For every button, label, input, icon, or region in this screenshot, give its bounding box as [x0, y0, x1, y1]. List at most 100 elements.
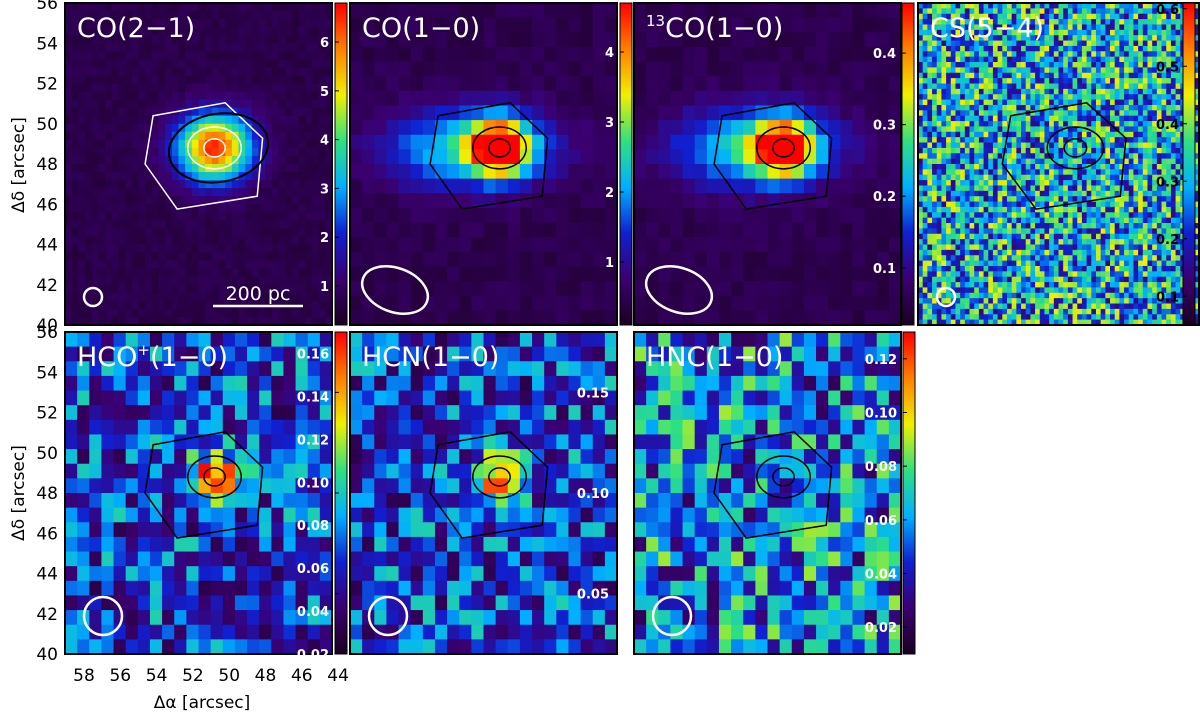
- panel-title: CS(5−4): [930, 13, 1044, 44]
- colorbar-label: 0.04: [865, 568, 897, 583]
- panel-1-map: [65, 3, 332, 325]
- scalebar-label: 200 pc: [226, 283, 291, 305]
- ytick-label: 56: [36, 323, 58, 343]
- xtick-label: 54: [146, 666, 168, 686]
- colorbar-label: 0.16: [297, 347, 329, 362]
- colorbar-label: 0.4: [873, 47, 896, 62]
- xtick-label: 48: [255, 666, 277, 686]
- panel-7-map: [634, 332, 901, 654]
- colorbar-label: 0.02: [865, 621, 897, 636]
- panel-frame: [349, 331, 618, 655]
- panel-4-map: [918, 3, 1199, 325]
- colorbar-label: 5: [320, 85, 329, 100]
- colorbar-label: 0.02: [297, 648, 329, 663]
- contour-mid: [187, 455, 242, 499]
- colorbar-label: 0.2: [1156, 233, 1179, 248]
- xtick-label: 58: [73, 666, 95, 686]
- panel-layer: CO(2−1) 6 5 4 3 2 1 CO(1−0) 4 3 2 1 13CO(1−0) 0.4 0.3 0…: [64, 2, 1200, 663]
- ytick-label: 46: [36, 195, 58, 215]
- colorbar-label: 0.12: [865, 353, 897, 368]
- colorbar: [619, 2, 633, 326]
- colorbar-label: 1: [605, 256, 614, 271]
- ytick-label: 42: [36, 276, 58, 296]
- colorbar-label: 1: [320, 280, 329, 295]
- colorbar-label: 0.5: [1156, 60, 1179, 75]
- colorbar-label: 0.4: [1156, 118, 1179, 133]
- panel-frame: [64, 2, 333, 326]
- xtick-label: 44: [327, 666, 349, 686]
- colorbar-label: 0.04: [297, 605, 329, 620]
- panel-frame: [349, 2, 618, 326]
- ytick-label: 54: [36, 34, 58, 54]
- contour-outer: [429, 102, 549, 210]
- beam-ellipse: [82, 595, 124, 637]
- panel-5: HCO+(1−0) 0.16 0.14 0.12 0.10 0.08 0.06 0.04 0.0…: [64, 331, 348, 663]
- ytick-label: 40: [36, 316, 58, 336]
- contour-mid: [1046, 126, 1105, 170]
- colorbar-label: 3: [320, 182, 329, 197]
- contour-mid: [472, 126, 527, 170]
- contour-inner: [1063, 138, 1088, 158]
- ytick-label: 56: [36, 0, 58, 14]
- ylabel-bottom: Δδ [arcsec]: [9, 445, 29, 541]
- panel-frame: [64, 331, 333, 655]
- panel-6-map: [350, 332, 617, 654]
- beam-ellipse: [82, 286, 104, 308]
- panel-title: HCO+(1−0): [77, 341, 228, 373]
- colorbar-label: 0.6: [1156, 3, 1179, 18]
- colorbar-label: 4: [320, 134, 329, 149]
- colorbar-label: 0.12: [297, 433, 329, 448]
- colorbar-label: 0.08: [297, 519, 329, 534]
- xlabel: Δα [arcsec]: [154, 693, 251, 713]
- colorbar: [902, 331, 916, 655]
- ytick-label: 50: [36, 444, 58, 464]
- panel-4: CS(5−4) 0.6 0.5 0.4 0.3 0.2 0.1: [917, 2, 1200, 326]
- panel-1: CO(2−1) 6 5 4 3 2 1: [64, 2, 348, 326]
- contour-outer: [144, 431, 264, 539]
- contour-outer: [713, 102, 833, 210]
- scalebar: 200 pc: [213, 283, 303, 308]
- colorbar-label: 4: [605, 46, 614, 61]
- colorbar-label: 0.06: [297, 562, 329, 577]
- panel-title: HNC(1−0): [646, 342, 783, 373]
- colorbar: [901, 2, 915, 326]
- panel-title: HCN(1−0): [362, 342, 499, 373]
- colorbar-label: 0.2: [873, 190, 896, 205]
- panel-6: HCN(1−0) 0.15 0.10 0.05: [334, 331, 618, 655]
- panel-7: HNC(1−0) 0.12 0.10 0.08 0.06 0.04 0.02: [633, 331, 916, 655]
- panel-3: 13CO(1−0) 0.4 0.3 0.2 0.1: [633, 2, 915, 326]
- colorbar-label: 0.10: [297, 476, 329, 491]
- contour-mid: [756, 455, 811, 499]
- beam-ellipse: [644, 265, 714, 315]
- contour-inner: [203, 138, 226, 158]
- colorbar-label: 0.08: [865, 460, 897, 475]
- colorbar-label: 2: [320, 231, 329, 246]
- colorbar-label: 0.3: [1156, 175, 1179, 190]
- contour-inner: [772, 138, 795, 158]
- contour-outer: [713, 431, 833, 539]
- ytick-label: 54: [36, 363, 58, 383]
- colorbar-label: 0.10: [577, 487, 609, 502]
- colorbar-label: 0.05: [577, 588, 609, 603]
- panel-title: CO(2−1): [77, 13, 195, 44]
- ytick-label: 42: [36, 605, 58, 625]
- ytick-label: 52: [36, 75, 58, 95]
- contour-mid: [756, 126, 811, 170]
- colorbar-label: 0.1: [1156, 290, 1179, 305]
- colorbar: [1182, 2, 1196, 326]
- contour-inner: [203, 467, 226, 487]
- ylabel-top: Δδ [arcsec]: [9, 117, 29, 213]
- contour-inner: [488, 467, 511, 487]
- beam-ellipse: [651, 595, 693, 637]
- contour-mid: [187, 126, 242, 170]
- ytick-label: 48: [36, 484, 58, 504]
- fov-ellipse: [167, 112, 270, 184]
- colorbar: [334, 2, 348, 326]
- ytick-label: 44: [36, 565, 58, 585]
- contour-inner: [488, 138, 511, 158]
- ytick-label: 50: [36, 115, 58, 135]
- beam-ellipse: [935, 286, 957, 308]
- ytick-label: 48: [36, 155, 58, 175]
